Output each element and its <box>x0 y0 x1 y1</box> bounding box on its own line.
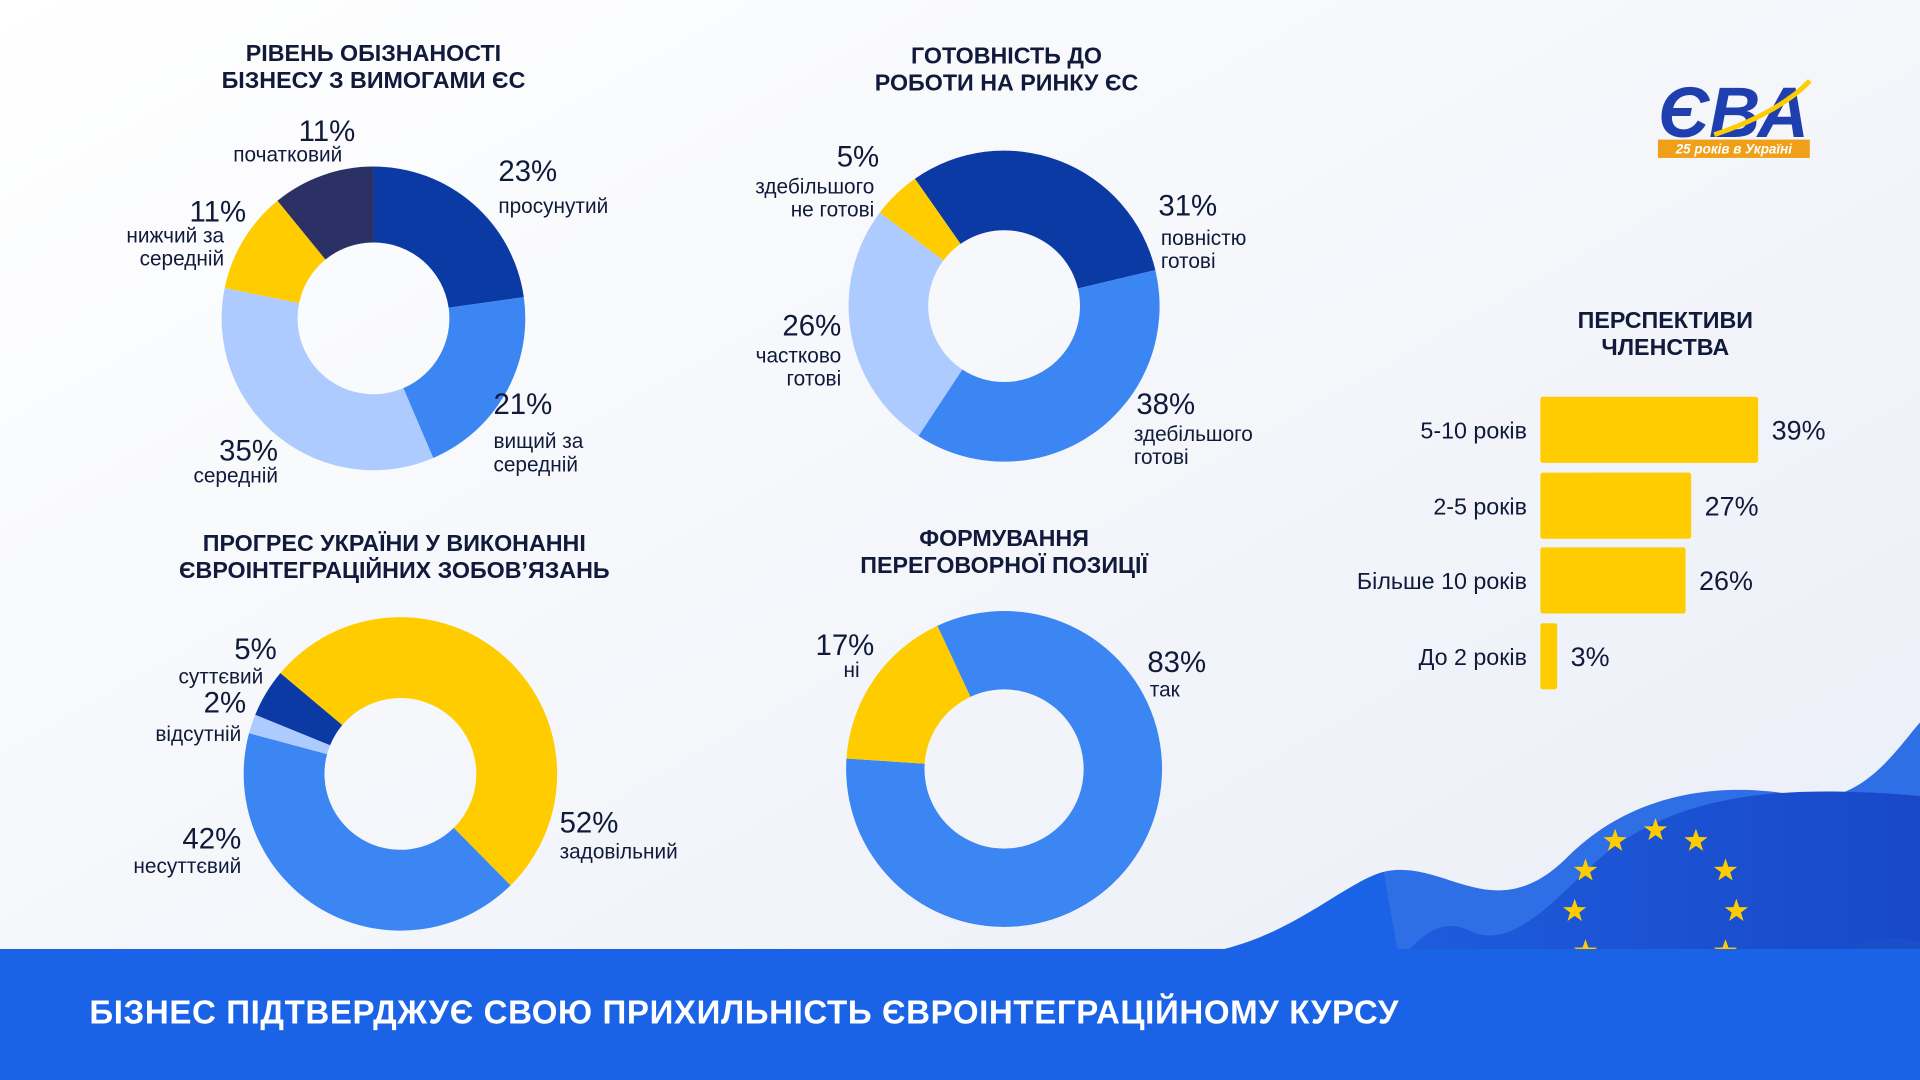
bar <box>1540 396 1759 463</box>
chart-title: ФОРМУВАННЯ ПЕРЕГОВОРНОЇ ПОЗИЦІЇ <box>860 525 1148 578</box>
donut-slice <box>914 150 1156 289</box>
slice-value-label: 2% <box>204 687 246 720</box>
slice-category-label: так <box>1150 679 1181 702</box>
slice-value-label: 35% <box>219 434 278 467</box>
donut-slice <box>373 166 524 308</box>
banner <box>0 948 1920 1080</box>
bar-value-label: 27% <box>1705 492 1759 522</box>
bar-value-label: 26% <box>1699 566 1753 596</box>
slice-category-label: просунутий <box>498 195 608 218</box>
chart-title: ПРОГРЕС УКРАЇНИ У ВИКОНАННІ ЄВРОІНТЕГРАЦІ… <box>179 530 610 583</box>
donut-slice <box>846 625 971 764</box>
chart-title: ПЕРСПЕКТИВИ ЧЛЕНСТВА <box>1578 307 1753 360</box>
donut-slice <box>918 270 1160 462</box>
slice-value-label: 23% <box>498 155 557 188</box>
slice-category-label: несуттєвий <box>133 855 241 878</box>
bar-category-label: 5-10 років <box>1420 417 1527 443</box>
star <box>1603 828 1627 851</box>
slice-category-label: здебільшого готові <box>1134 423 1253 469</box>
slice-value-label: 5% <box>234 633 276 666</box>
slice-value-label: 17% <box>815 629 874 662</box>
star <box>1724 898 1748 921</box>
bar-value-label: 3% <box>1571 642 1610 672</box>
slice-value-label: 42% <box>182 823 241 856</box>
logo: ЄВА 25 років в Україні <box>1657 74 1812 158</box>
chart-title: РІВЕНЬ ОБІЗНАНОСТІ БІЗНЕСУ З ВИМОГАМИ ЄС <box>222 40 526 93</box>
slice-value-label: 52% <box>560 807 619 840</box>
bar <box>1540 623 1558 690</box>
slice-value-label: 5% <box>837 141 879 174</box>
slice-category-label: частково готові <box>756 344 842 390</box>
slice-category-label: задовільний <box>560 840 678 863</box>
slice-category-label: вищий за середній <box>493 430 583 476</box>
slice-category-label: початковий <box>233 144 342 167</box>
banner-text: БІЗНЕС ПІДТВЕРДЖУЄ СВОЮ ПРИХИЛЬНІСТЬ ЄВР… <box>89 993 1399 1032</box>
bar <box>1540 472 1692 539</box>
star <box>1643 817 1668 841</box>
slice-value-label: 83% <box>1147 646 1206 679</box>
chart-title: ГОТОВНІСТЬ ДО РОБОТИ НА РИНКУ ЄС <box>875 43 1139 96</box>
donut-slice <box>879 178 961 261</box>
star <box>1573 858 1598 881</box>
slice-value-label: 26% <box>782 310 841 343</box>
donut-slice <box>224 200 326 304</box>
slice-category-label: нижчий за середній <box>126 224 224 270</box>
donut-slice <box>277 166 374 260</box>
bar-category-label: До 2 років <box>1419 644 1527 670</box>
bar-category-label: Більше 10 років <box>1357 568 1527 594</box>
slice-value-label: 38% <box>1136 388 1195 421</box>
slice-category-label: середній <box>193 464 278 487</box>
logo-swoosh <box>1713 79 1812 138</box>
slice-category-label: повністю готові <box>1161 227 1247 273</box>
banner-wave <box>1224 871 1421 1080</box>
donut-slice <box>848 212 963 436</box>
star <box>1563 898 1587 921</box>
slice-value-label: 11% <box>189 196 246 229</box>
donut-slice <box>846 611 1163 927</box>
slice-category-label: відсутній <box>155 723 241 746</box>
donut-slice <box>403 297 526 458</box>
slice-category-label: здебільшого не готові <box>755 175 874 221</box>
donut-slice <box>280 617 558 886</box>
logo-tagline: 25 років в Україні <box>1675 142 1793 157</box>
slice-value-label: 31% <box>1158 190 1217 223</box>
star <box>1684 828 1708 851</box>
bar-category-label: 2-5 років <box>1433 493 1527 519</box>
slice-category-label: ні <box>843 659 859 682</box>
bar-value-label: 39% <box>1772 416 1826 446</box>
slice-value-label: 21% <box>493 388 552 421</box>
donut-slice <box>249 714 331 755</box>
star <box>1713 858 1738 881</box>
slice-value-label: 11% <box>299 115 356 148</box>
donut-slice <box>243 733 511 931</box>
donut-slice <box>255 673 343 746</box>
logo-badge <box>1657 139 1810 158</box>
slice-category-label: суттєвий <box>179 665 264 688</box>
donut-slice <box>221 287 434 471</box>
bar <box>1540 547 1686 614</box>
